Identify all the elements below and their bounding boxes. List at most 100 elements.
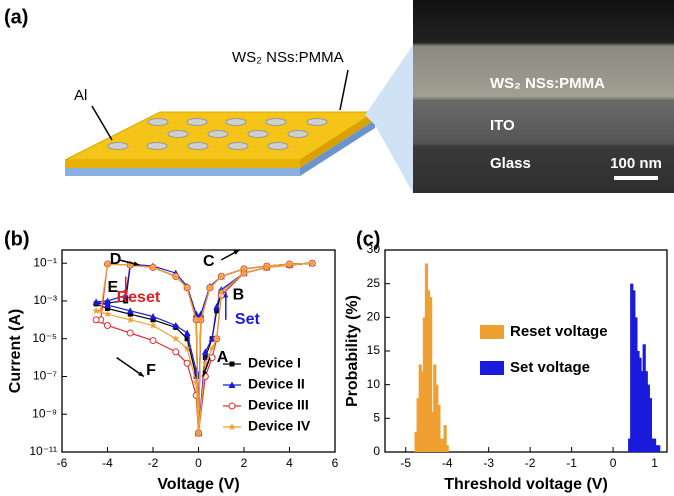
schematic-label: WS₂ NSs:PMMA bbox=[232, 49, 344, 66]
bar bbox=[657, 445, 661, 452]
sem-label: Glass bbox=[490, 155, 531, 172]
bar bbox=[422, 317, 426, 452]
panel-label: (a) bbox=[4, 6, 28, 28]
marker bbox=[92, 316, 100, 324]
marker bbox=[208, 344, 216, 352]
y-tick-label: 5 bbox=[373, 411, 380, 425]
marker bbox=[96, 306, 105, 315]
y-tick-label: 10⁻¹ bbox=[33, 255, 57, 269]
bar bbox=[433, 364, 437, 452]
marker bbox=[149, 321, 157, 329]
bar bbox=[655, 445, 659, 452]
x-tick-label: 0 bbox=[610, 456, 617, 470]
annotation: C bbox=[203, 253, 215, 270]
marker bbox=[213, 303, 221, 310]
marker bbox=[229, 361, 235, 367]
annotation: B bbox=[233, 286, 245, 303]
panel-label: (c) bbox=[356, 228, 380, 250]
y-tick-label: 10⁻⁷ bbox=[33, 369, 57, 383]
bar bbox=[426, 290, 431, 452]
bar bbox=[646, 384, 650, 452]
x-tick-label: 0 bbox=[195, 456, 202, 470]
panel-label: (b) bbox=[4, 228, 30, 250]
bar bbox=[441, 438, 445, 452]
y-tick-label: 10⁻⁹ bbox=[32, 406, 57, 420]
marker bbox=[208, 354, 216, 362]
marker bbox=[171, 334, 180, 342]
marker bbox=[104, 301, 111, 309]
bar bbox=[650, 438, 655, 452]
x-tick-label: -3 bbox=[483, 456, 494, 470]
bar bbox=[429, 297, 433, 452]
x-tick-label: 6 bbox=[332, 456, 339, 470]
marker bbox=[127, 311, 133, 317]
arrow-head bbox=[123, 289, 129, 296]
sem-image bbox=[413, 0, 674, 193]
bar bbox=[636, 351, 640, 452]
annotation: A bbox=[217, 349, 229, 366]
marker bbox=[171, 272, 180, 280]
arrow bbox=[116, 356, 145, 378]
x-tick-label: -4 bbox=[442, 456, 453, 470]
bar bbox=[420, 371, 424, 452]
bar bbox=[634, 317, 638, 452]
marker bbox=[103, 260, 112, 268]
arrow-head bbox=[138, 371, 144, 377]
x-tick-label: 2 bbox=[241, 456, 248, 470]
marker bbox=[192, 367, 200, 374]
x-tick-label: 1 bbox=[651, 456, 658, 470]
marker bbox=[206, 283, 214, 291]
marker bbox=[149, 263, 157, 271]
marker bbox=[126, 261, 135, 269]
x-tick-label: 4 bbox=[286, 456, 293, 470]
marker bbox=[194, 429, 203, 437]
marker bbox=[212, 334, 221, 342]
bar bbox=[414, 431, 418, 452]
x-tick-label: -5 bbox=[400, 456, 411, 470]
legend-label: Device III bbox=[248, 397, 309, 413]
marker bbox=[228, 402, 236, 410]
marker bbox=[150, 317, 156, 323]
legend-swatch bbox=[480, 361, 504, 375]
marker bbox=[197, 315, 205, 324]
y-tick-label: 25 bbox=[367, 276, 381, 290]
marker bbox=[201, 348, 209, 355]
legend-label: Device II bbox=[248, 376, 305, 392]
arrow-head bbox=[223, 291, 229, 298]
annotation: E bbox=[108, 279, 119, 296]
x-tick-label: -2 bbox=[148, 456, 159, 470]
marker bbox=[217, 272, 226, 280]
arrow-head bbox=[133, 261, 140, 266]
bar bbox=[638, 357, 642, 452]
x-tick-label: -2 bbox=[525, 456, 536, 470]
marker bbox=[183, 329, 191, 337]
bar bbox=[652, 438, 657, 452]
arrow-head bbox=[202, 370, 208, 377]
arrow-head bbox=[233, 250, 240, 255]
marker bbox=[308, 259, 317, 267]
al-electrodes bbox=[107, 118, 328, 150]
x-axis-label: Voltage (V) bbox=[157, 476, 239, 493]
ito-front bbox=[65, 168, 300, 176]
x-tick-label: -1 bbox=[566, 456, 577, 470]
y-tick-label: 15 bbox=[367, 343, 381, 357]
marker bbox=[126, 329, 134, 337]
bar bbox=[443, 425, 447, 452]
bar bbox=[630, 283, 634, 452]
scale-bar bbox=[614, 176, 658, 180]
ws2-front bbox=[65, 160, 300, 168]
bar bbox=[437, 404, 441, 452]
bar bbox=[628, 438, 632, 452]
y-tick-label: 20 bbox=[367, 310, 381, 324]
sem-label: WS₂ NSs:PMMA bbox=[490, 75, 605, 92]
marker bbox=[149, 313, 157, 320]
bar bbox=[632, 290, 636, 452]
legend-swatch bbox=[480, 325, 504, 339]
schematic-label: Al bbox=[74, 87, 87, 104]
zoom-wedge bbox=[365, 45, 413, 193]
bar bbox=[418, 364, 422, 452]
marker bbox=[285, 260, 294, 268]
bar bbox=[439, 438, 443, 452]
y-tick-label: 10⁻³ bbox=[33, 293, 57, 307]
